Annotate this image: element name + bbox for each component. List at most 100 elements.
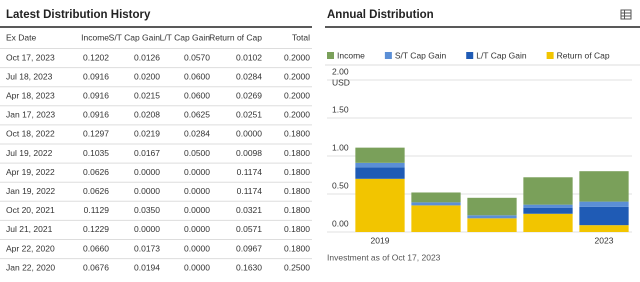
cell: 0.0626 [83, 186, 109, 196]
cell: 0.0000 [184, 224, 210, 234]
cell: Jul 21, 2021 [6, 224, 53, 234]
bar-segment [467, 215, 517, 219]
cell: 0.0676 [83, 262, 109, 272]
cell: 0.1297 [83, 129, 109, 139]
cell: 0.1800 [284, 186, 310, 196]
cell: Jan 22, 2020 [6, 262, 55, 272]
cell: 0.0000 [184, 243, 210, 253]
cell: Jan 19, 2022 [6, 186, 55, 196]
column-header: S/T Cap Gain [109, 32, 161, 42]
y-tick-label: 0.00 [332, 218, 349, 228]
legend-label: Income [337, 50, 365, 60]
cell: Jan 17, 2023 [6, 110, 55, 120]
cell: 0.0350 [134, 205, 160, 215]
bar-segment [523, 204, 573, 208]
cell: 0.2000 [284, 90, 310, 100]
footnote: Investment as of Oct 17, 2023 [327, 252, 441, 262]
cell: 0.0571 [236, 224, 262, 234]
bar-segment [523, 207, 573, 214]
cell: 0.0000 [236, 129, 262, 139]
cell: 0.0000 [184, 186, 210, 196]
legend-label: Return of Cap [557, 50, 610, 60]
cell: 0.0284 [184, 129, 210, 139]
cell: 0.0000 [134, 224, 160, 234]
bar-segment [467, 197, 517, 216]
cell: 0.0126 [134, 52, 160, 62]
cell: 0.0967 [236, 243, 262, 253]
cell: 0.0500 [184, 148, 210, 158]
legend-swatch [546, 52, 554, 59]
legend-swatch [466, 52, 474, 59]
cell: 0.0208 [134, 110, 160, 120]
cell: 0.0167 [134, 148, 160, 158]
cell: Apr 18, 2023 [6, 90, 55, 100]
cell: 0.0570 [184, 52, 210, 62]
bar-segment [355, 147, 405, 163]
cell: 0.1800 [284, 205, 310, 215]
bar-segment [579, 225, 629, 232]
cell: 0.1800 [284, 129, 310, 139]
cell: 0.2000 [284, 71, 310, 81]
cell: 0.1800 [284, 167, 310, 177]
cell: 0.0251 [236, 110, 262, 120]
x-tick-label: 2023 [595, 235, 614, 245]
cell: 0.0194 [134, 262, 160, 272]
cell: 0.0626 [83, 167, 109, 177]
bar-segment [467, 218, 517, 232]
cell: 0.0916 [83, 71, 109, 81]
bar-segment [411, 192, 461, 203]
cell: 0.2000 [284, 110, 310, 120]
cell: 0.0284 [236, 71, 262, 81]
cell: 0.1174 [237, 186, 263, 196]
cell: 0.1202 [83, 52, 109, 62]
legend-label: S/T Cap Gain [395, 50, 447, 60]
bar-segment [579, 206, 629, 226]
cell: 0.0321 [236, 205, 262, 215]
bar-segment [411, 205, 461, 232]
cell: Jul 18, 2023 [6, 71, 53, 81]
cell: 0.0219 [134, 129, 160, 139]
table-icon[interactable] [620, 9, 632, 20]
cell: 0.0660 [83, 243, 109, 253]
cell: Apr 22, 2020 [6, 243, 55, 253]
column-header: Ex Date [6, 32, 37, 42]
bar-segment [355, 178, 405, 232]
column-header: Return of Cap [209, 32, 262, 42]
cell: Oct 18, 2022 [6, 129, 55, 139]
cell: 0.1035 [83, 148, 109, 158]
column-header: Total [292, 32, 310, 42]
cell: 0.1800 [284, 243, 310, 253]
cell: 0.0916 [83, 90, 109, 100]
cell: 0.0000 [134, 186, 160, 196]
legend-label: L/T Cap Gain [476, 50, 527, 60]
cell: 0.0916 [83, 110, 109, 120]
cell: 0.0102 [236, 52, 262, 62]
cell: 0.0000 [134, 167, 160, 177]
chart-title: Annual Distribution [327, 9, 434, 21]
cell: 0.0000 [184, 262, 210, 272]
cell: 0.0625 [184, 110, 210, 120]
y-tick-label: 0.50 [332, 180, 349, 190]
cell: 0.1630 [236, 262, 262, 272]
cell: 0.1129 [84, 205, 110, 215]
bar-segment [523, 177, 573, 205]
y-tick-label: 1.00 [332, 142, 349, 152]
cell: 0.0600 [184, 90, 210, 100]
cell: Apr 19, 2022 [6, 167, 55, 177]
chart: Income S/T Cap Gain L/T Cap Gain Return of … [325, 50, 640, 245]
cell: 0.0269 [236, 90, 262, 100]
bar-segment [579, 201, 629, 207]
cell: 0.0098 [236, 148, 262, 158]
cell: 0.1800 [284, 224, 310, 234]
cell: 0.0000 [184, 205, 210, 215]
cell: Oct 20, 2021 [6, 205, 55, 215]
bar-segment [523, 213, 573, 232]
y-unit: USD [332, 77, 350, 87]
x-tick-label: 2019 [371, 235, 390, 245]
column-header: L/T Cap Gain [160, 32, 211, 42]
cell: 0.0173 [134, 243, 160, 253]
cell: Jul 19, 2022 [6, 148, 53, 158]
table-title: Latest Distribution History [6, 9, 151, 21]
column-header: Income [81, 32, 109, 42]
cell: 0.2500 [284, 262, 310, 272]
